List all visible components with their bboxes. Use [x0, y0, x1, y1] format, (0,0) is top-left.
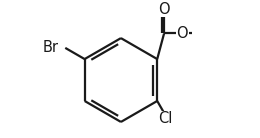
Text: O: O — [177, 26, 188, 41]
Text: Cl: Cl — [158, 111, 173, 126]
Text: O: O — [158, 2, 170, 18]
Text: Br: Br — [43, 40, 59, 55]
